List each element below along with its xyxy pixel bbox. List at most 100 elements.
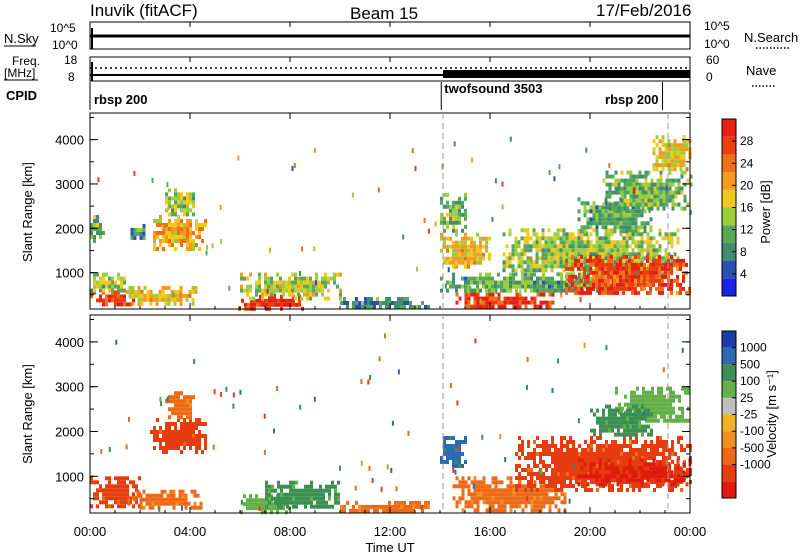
power-cell (553, 264, 557, 269)
power-cell (473, 288, 476, 293)
velocity-cell (563, 456, 566, 460)
power-cell (682, 278, 685, 283)
power-cell (652, 244, 656, 249)
velocity-cell (271, 488, 274, 493)
power-cell (443, 240, 446, 245)
power-cell (267, 292, 270, 297)
velocity-cell (631, 478, 635, 483)
power-cell (440, 232, 443, 237)
velocity-cell (611, 488, 614, 492)
power-cell (616, 274, 619, 279)
power-cell (479, 272, 482, 277)
power-cell (339, 288, 342, 293)
power-cell (613, 221, 617, 226)
velocity-cell (482, 488, 486, 493)
power-cell (297, 284, 300, 289)
velocity-cell (385, 504, 388, 509)
power-cell (559, 256, 563, 261)
velocity-cell (536, 508, 540, 513)
velocity-cell (587, 464, 590, 468)
power-cell (601, 266, 604, 271)
power-cell (636, 185, 639, 191)
velocity-cell (530, 484, 533, 488)
velocity-cell (148, 493, 152, 498)
velocity-cell (659, 440, 662, 444)
power-cell (622, 236, 626, 241)
power-cell (574, 240, 578, 245)
velocity-cell (545, 440, 548, 444)
velocity-cell (563, 464, 566, 468)
velocity-cell (623, 444, 626, 448)
power-cell (515, 296, 519, 301)
velocity-cell (452, 448, 455, 452)
power-cell (206, 245, 209, 250)
velocity-cell (530, 472, 533, 476)
power-cell (535, 240, 539, 245)
power-cell (559, 244, 563, 249)
power-cell (634, 240, 638, 245)
power-cell (204, 219, 207, 223)
velocity-cell (643, 466, 647, 471)
power-cell (560, 276, 563, 281)
power-cell (108, 284, 111, 289)
power-cell (634, 282, 637, 287)
power-cell (592, 252, 596, 257)
power-cell (529, 244, 533, 249)
velocity-cell (267, 506, 270, 511)
velocity-cell (670, 482, 674, 487)
power-cell (102, 231, 105, 235)
power-cell (641, 190, 645, 195)
velocity-cell (533, 456, 536, 460)
velocity-cell (470, 480, 474, 485)
power-cell (631, 225, 635, 230)
velocity-cell (548, 496, 552, 501)
power-cell (617, 182, 621, 187)
power-cell (610, 248, 614, 253)
velocity-cell (651, 386, 654, 391)
power-cell (547, 248, 551, 253)
power-cell (114, 298, 117, 303)
power-cell (538, 256, 542, 261)
velocity-cell (668, 488, 671, 492)
power-cell (186, 212, 189, 217)
velocity-cell (623, 428, 626, 433)
power-cell (502, 232, 506, 237)
power-cell (628, 278, 631, 283)
power-cell (520, 252, 524, 257)
power-cell (192, 239, 195, 243)
power-cell (610, 217, 614, 222)
power-cell (318, 284, 321, 289)
velocity-cell (644, 412, 647, 417)
power-colorbar-band (722, 278, 736, 296)
power-cell (136, 227, 140, 232)
power-cell (664, 260, 668, 265)
power-cell (577, 230, 580, 235)
velocity-cell (499, 434, 502, 439)
power-cell (601, 240, 605, 245)
velocity-cell (449, 448, 452, 452)
velocity-cell (376, 508, 379, 513)
power-cell (673, 232, 677, 237)
velocity-cell (509, 476, 513, 481)
power-cell (653, 198, 657, 203)
velocity-cell (114, 484, 117, 489)
velocity-cell (630, 394, 633, 399)
power-cell (676, 147, 680, 152)
power-cell (604, 252, 608, 257)
power-cell (188, 289, 192, 294)
power-cell (521, 284, 524, 289)
power-cell (270, 280, 273, 285)
power-cell (559, 272, 563, 277)
velocity-cell (684, 390, 687, 395)
velocity-cell (578, 452, 581, 456)
velocity-cell (616, 466, 620, 471)
power-cell (102, 288, 105, 293)
velocity-cell (168, 430, 171, 434)
velocity-colorbar-tick-label: 100 (740, 374, 760, 388)
velocity-cell (652, 458, 656, 463)
velocity-cell (598, 478, 602, 483)
power-cell (385, 305, 388, 309)
velocity-colorbar-band (722, 464, 736, 482)
power-cell (632, 174, 636, 179)
power-cell (403, 301, 406, 305)
